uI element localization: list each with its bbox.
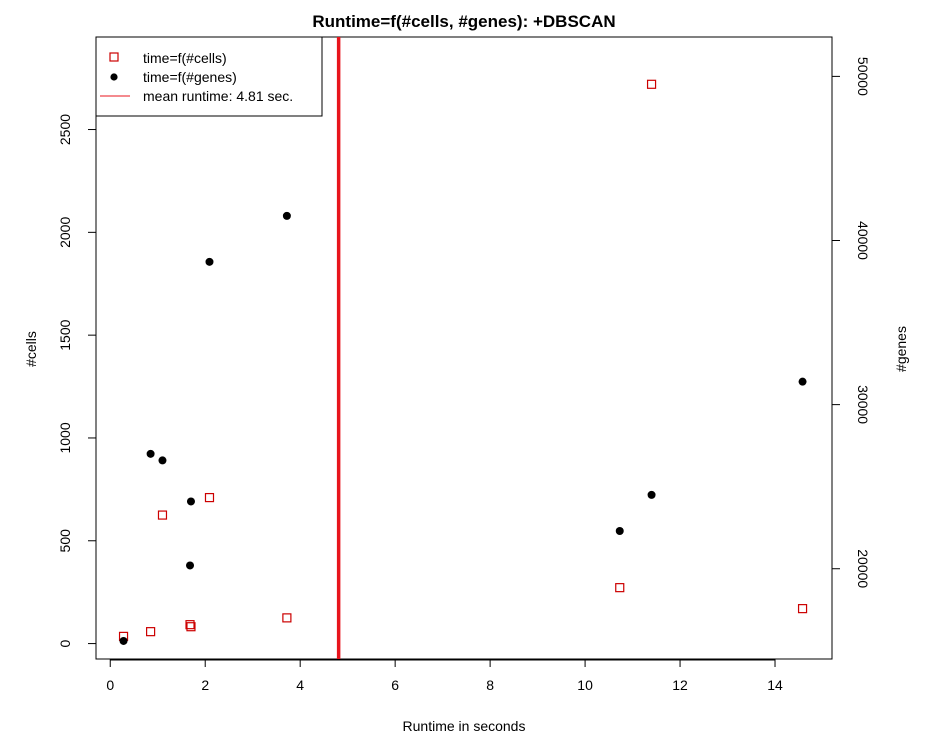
legend-label-mean: mean runtime: 4.81 sec. [143,88,293,104]
y-right-tick-label: 40000 [855,221,871,260]
genes-point [158,456,167,465]
genes-point [615,526,624,535]
x-tick-label: 4 [296,677,304,693]
genes-point [205,257,214,266]
cells-point [186,622,196,632]
y-left-tick-label: 2500 [57,114,73,145]
axes-layer: 0 2 4 6 8 10 12 14 0 500 1000 1500 2000 2500 20000 3000… [57,57,871,693]
cells-point [146,627,156,637]
genes-point [282,211,291,220]
y-right-tick-label: 20000 [855,549,871,588]
cells-point [185,620,195,630]
genes-point [186,561,195,570]
x-axis-label: Runtime in seconds [403,718,526,734]
points-layer [118,79,808,645]
x-tick-label: 12 [672,677,688,693]
x-tick-label: 14 [767,677,783,693]
cells-point [615,583,625,593]
y-right-tick-label: 50000 [855,57,871,96]
plot-area [95,36,833,660]
y-right-axis-label: #genes [893,326,909,372]
x-tick-label: 6 [391,677,399,693]
x-tick-label: 8 [486,677,494,693]
genes-point [119,636,128,645]
genes-point [798,377,807,386]
legend-marker-genes [110,73,118,81]
legend-label-cells: time=f(#cells) [143,50,227,66]
cells-point [204,492,215,503]
x-tick-label: 10 [577,677,593,693]
y-left-tick-label: 500 [57,529,73,553]
cells-point [797,604,808,614]
legend-label-genes: time=f(#genes) [143,69,237,85]
cells-point [157,510,168,520]
y-left-tick-label: 2000 [57,217,73,248]
chart-title: Runtime=f(#cells, #genes): +DBSCAN [312,12,615,31]
cells-point [646,79,657,89]
y-left-tick-label: 0 [57,639,73,647]
y-left-axis-label: #cells [23,331,39,367]
x-tick-label: 2 [201,677,209,693]
legend-box [95,36,323,117]
legend-marker-cells [109,52,119,62]
x-tick-label: 0 [106,677,114,693]
cells-point [282,613,292,623]
legend: time=f(#cells) time=f(#genes) mean runti… [95,36,323,117]
genes-point [146,449,155,458]
y-right-tick-label: 30000 [855,385,871,424]
y-left-tick-label: 1500 [57,319,73,350]
genes-point [186,497,195,506]
y-left-tick-label: 1000 [57,422,73,453]
genes-point [647,490,656,499]
